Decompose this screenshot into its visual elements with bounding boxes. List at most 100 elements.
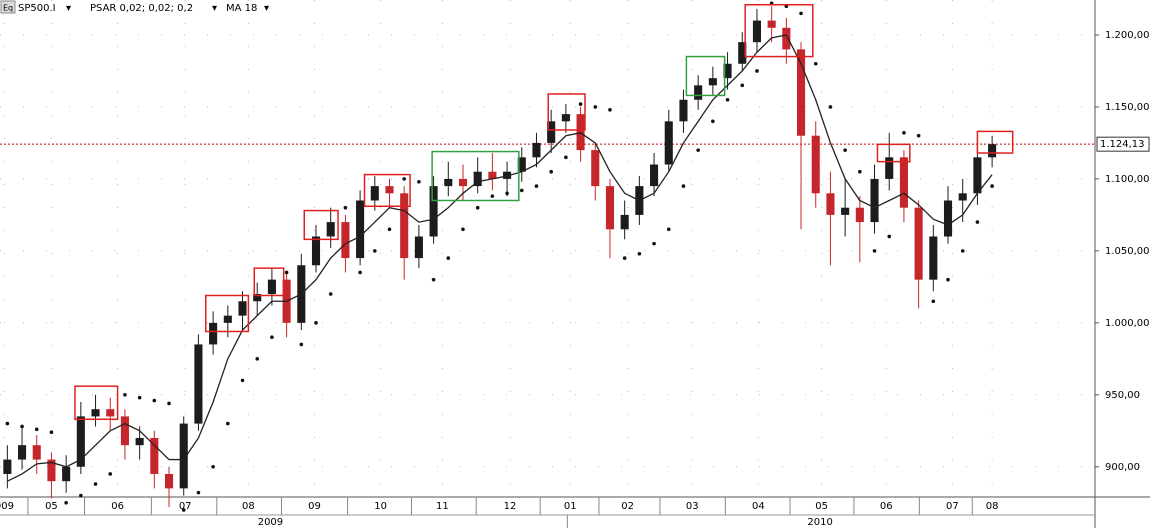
psar-dot xyxy=(505,191,509,196)
psar-dot xyxy=(211,464,215,469)
psar-dot xyxy=(931,299,936,304)
candle-body xyxy=(723,63,732,79)
candle-body xyxy=(311,236,321,266)
psar-dot xyxy=(299,342,304,347)
candle-body xyxy=(914,207,923,280)
candle-body xyxy=(62,466,71,482)
candle-body xyxy=(988,144,997,158)
last-price-box xyxy=(1096,136,1150,152)
psar-dot xyxy=(990,184,994,188)
candle-body xyxy=(91,409,100,417)
candle-body xyxy=(929,236,938,280)
candle-body xyxy=(650,164,659,187)
x-tick-label: 12 xyxy=(504,501,517,512)
candle-body xyxy=(517,157,526,172)
psar-dot xyxy=(608,108,612,112)
candle-body xyxy=(444,178,453,187)
candle-body xyxy=(547,121,556,143)
symbol[interactable]: SP500.I xyxy=(18,3,56,14)
psar-dot xyxy=(137,395,142,400)
psar-dot xyxy=(240,378,245,383)
candle-body xyxy=(503,171,512,179)
candle-body xyxy=(47,459,56,482)
candle-body xyxy=(385,186,394,194)
candle-body xyxy=(326,222,335,237)
candle-body xyxy=(120,416,129,446)
candle-body xyxy=(605,186,615,230)
psar-dot xyxy=(431,277,436,282)
psar-dot xyxy=(270,335,274,340)
x-tick-label: 08 xyxy=(986,501,999,512)
highlight-box xyxy=(976,130,1014,154)
x-tick-label: 03 xyxy=(686,501,699,512)
candle-body xyxy=(3,459,12,474)
x-tick-label: 07 xyxy=(946,501,959,512)
psar-dot xyxy=(564,155,568,160)
candle-body xyxy=(796,49,806,136)
psar-dot xyxy=(490,194,495,198)
indicator[interactable]: MA 18 xyxy=(226,3,257,14)
x-tick-label: 05 xyxy=(815,501,828,512)
psar-dot xyxy=(417,179,421,184)
candle-body xyxy=(694,85,703,100)
highlight-box xyxy=(253,267,285,297)
psar-dot xyxy=(402,177,406,181)
candle-body xyxy=(841,207,850,215)
candle-body xyxy=(223,315,232,323)
candle-body xyxy=(973,157,982,194)
candle-body xyxy=(943,200,953,237)
last-price-label: 1.124,13 xyxy=(1100,139,1145,150)
psar-dot xyxy=(916,133,921,138)
psar-dot xyxy=(696,148,700,152)
psar-dot xyxy=(902,131,906,135)
highlight-box xyxy=(876,143,911,163)
candle-body xyxy=(826,193,835,215)
candle-body xyxy=(414,236,423,259)
candle-body xyxy=(708,78,717,86)
x-tick-label: 11 xyxy=(436,501,449,512)
psar-dot xyxy=(34,427,39,432)
x-tick-label: 02 xyxy=(621,501,634,512)
psar-dot xyxy=(652,241,656,246)
indicator-dropdown[interactable]: ▾ xyxy=(212,3,217,14)
x-tick-label: 01 xyxy=(564,501,577,512)
candle-body xyxy=(135,437,144,446)
psar-dot xyxy=(64,500,68,505)
psar-dot xyxy=(181,508,186,512)
x-tick-label: 009 xyxy=(0,501,14,512)
indicator[interactable]: PSAR 0,02; 0,02; 0,2 xyxy=(90,3,193,14)
psar-dot xyxy=(20,424,24,429)
psar-dot xyxy=(622,256,627,260)
psar-dot xyxy=(372,249,377,253)
psar-dot xyxy=(314,321,318,325)
psar-dot xyxy=(725,97,730,102)
indicator-dropdown[interactable]: ▾ xyxy=(264,3,269,14)
psar-dot xyxy=(534,184,539,188)
candle-body xyxy=(738,42,747,64)
candle-body xyxy=(32,445,41,460)
psar-dot xyxy=(843,148,847,152)
candle-body xyxy=(164,473,174,489)
highlight-box xyxy=(744,3,814,58)
psar-dot xyxy=(284,270,289,275)
symbol-dropdown[interactable]: ▾ xyxy=(66,3,71,14)
menu-icon[interactable] xyxy=(0,0,16,14)
candle-body xyxy=(473,171,482,187)
psar-dot xyxy=(255,357,260,361)
candle-body xyxy=(150,437,159,474)
ma-line xyxy=(7,34,993,482)
psar-dot xyxy=(858,169,862,174)
y-tick-label: 1.150,00 xyxy=(1105,102,1150,113)
candle-body xyxy=(664,121,673,165)
highlight-box xyxy=(547,93,586,131)
candle-body xyxy=(620,214,629,230)
psar-dot xyxy=(975,220,980,224)
psar-dot xyxy=(828,105,833,109)
candle-body xyxy=(488,171,497,179)
psar-dot xyxy=(358,270,362,275)
psar-dot xyxy=(108,472,113,476)
x-tick-label: 06 xyxy=(111,501,124,512)
candle-body xyxy=(429,186,438,237)
year-label: 2009 xyxy=(258,517,283,528)
